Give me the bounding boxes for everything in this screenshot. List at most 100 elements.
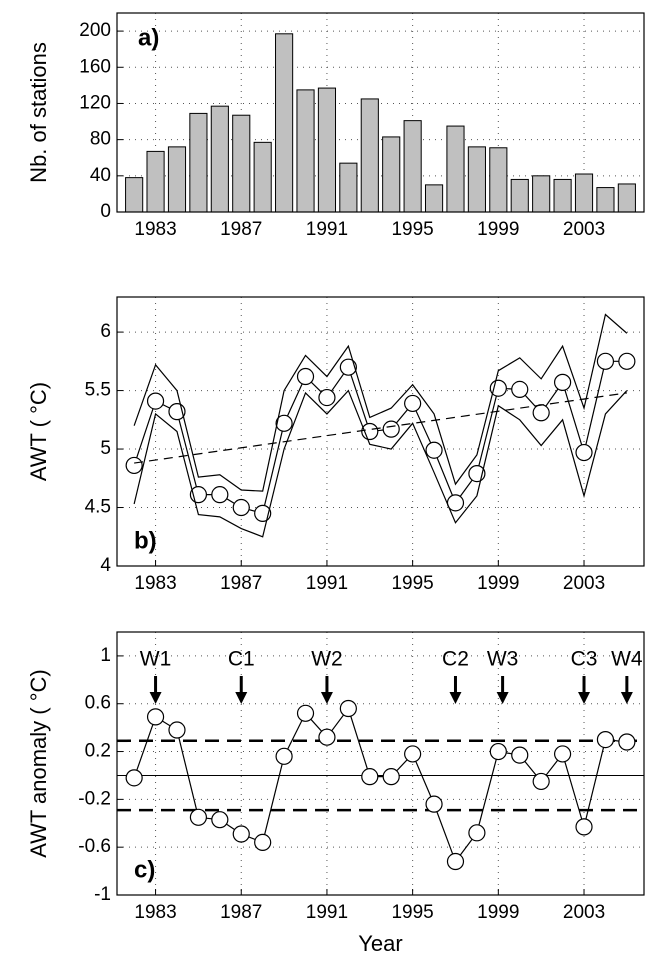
marker <box>339 699 357 718</box>
bar <box>510 178 529 213</box>
bar <box>553 178 572 213</box>
bar <box>189 112 208 213</box>
bar <box>403 120 422 213</box>
marker <box>404 394 422 413</box>
marker <box>446 852 465 871</box>
plot-frame <box>116 296 645 567</box>
x-tick-label: 1999 <box>477 902 519 923</box>
marker <box>425 441 443 459</box>
series-line <box>133 313 628 492</box>
marker <box>468 824 486 842</box>
arrow-head <box>449 692 462 704</box>
x-tick-label: 1995 <box>391 573 433 594</box>
panel-label: b) <box>134 527 157 554</box>
marker <box>382 420 400 438</box>
bar <box>210 105 229 213</box>
marker <box>318 388 336 407</box>
bar <box>532 175 551 213</box>
marker <box>404 745 422 763</box>
y-tick-label: 120 <box>79 92 111 113</box>
marker <box>596 352 615 370</box>
arrow-head <box>496 692 509 704</box>
bar <box>424 184 444 213</box>
bar <box>382 136 401 213</box>
marker <box>211 811 229 829</box>
panel-label: a) <box>138 24 159 51</box>
marker <box>553 745 572 763</box>
x-tick-label: 2003 <box>563 902 605 923</box>
marker <box>254 833 272 852</box>
x-tick-label: 1999 <box>477 573 519 594</box>
x-tick-label: 1987 <box>220 902 262 923</box>
x-tick-label: 2003 <box>563 219 605 240</box>
x-tick-label: 1991 <box>306 219 348 240</box>
panel-label: c) <box>134 856 155 883</box>
y-tick-label: -0.2 <box>78 788 111 809</box>
marker <box>489 742 507 761</box>
x-tick-label: 1995 <box>391 902 433 923</box>
arrow-head <box>149 692 162 704</box>
bar <box>296 89 315 213</box>
marker <box>318 728 336 746</box>
y-axis-label: Nb. of stations <box>26 42 51 183</box>
y-tick-label: 0 <box>100 201 111 222</box>
arrow-head <box>235 692 248 704</box>
marker <box>168 721 186 739</box>
bar <box>125 177 144 213</box>
annotation: C1 <box>228 648 255 671</box>
x-tick-label: 1983 <box>134 573 176 594</box>
marker <box>382 768 400 786</box>
marker <box>189 808 208 826</box>
bar <box>596 187 615 213</box>
y-tick-label: 0.6 <box>85 693 111 714</box>
y-tick-label: 4.5 <box>85 497 111 518</box>
x-tick-label: 2003 <box>563 573 605 594</box>
bar <box>339 162 358 213</box>
bar <box>574 173 594 213</box>
bar <box>446 125 465 213</box>
y-tick-label: 40 <box>90 165 111 186</box>
bar <box>617 183 636 213</box>
annotation: W4 <box>611 648 643 671</box>
bar <box>467 146 486 213</box>
marker <box>232 498 250 517</box>
bar <box>167 146 187 213</box>
y-tick-label: -1 <box>94 884 111 905</box>
marker <box>596 730 615 749</box>
marker <box>296 367 315 386</box>
x-tick-label: 1983 <box>134 219 176 240</box>
marker <box>125 769 143 787</box>
marker <box>275 747 293 765</box>
plot-frame <box>116 12 645 213</box>
panel: 1983 1987 1991 1995 1999 2003 0 40 80 120 160 200 a)… <box>26 12 645 240</box>
marker <box>618 352 636 370</box>
x-tick-label: 1995 <box>391 219 433 240</box>
marker <box>511 380 529 398</box>
x-tick-label: 1987 <box>220 219 262 240</box>
marker <box>146 708 165 726</box>
marker <box>618 733 636 751</box>
y-tick-label: 0.2 <box>85 741 111 762</box>
marker <box>532 772 550 791</box>
x-tick-label: 1999 <box>477 219 519 240</box>
marker <box>425 795 443 813</box>
marker <box>125 456 143 475</box>
bar <box>253 141 272 213</box>
y-tick-label: 200 <box>79 20 111 41</box>
x-tick-label: 1991 <box>306 573 348 594</box>
marker <box>575 443 593 462</box>
marker <box>575 818 593 836</box>
series-line <box>133 389 628 538</box>
panel: 1983 1987 1991 1995 1999 2003 4 4.5 5 5.5 6 b) AWT (… <box>26 296 645 594</box>
marker <box>532 404 550 422</box>
marker <box>339 358 357 376</box>
annotation: W2 <box>311 648 343 671</box>
arrow-head <box>620 692 633 704</box>
y-tick-label: 1 <box>100 645 111 666</box>
marker <box>511 746 529 764</box>
y-tick-label: 160 <box>79 56 111 77</box>
y-tick-label: -0.6 <box>78 836 111 857</box>
y-tick-label: 80 <box>90 129 111 150</box>
marker <box>275 414 293 432</box>
